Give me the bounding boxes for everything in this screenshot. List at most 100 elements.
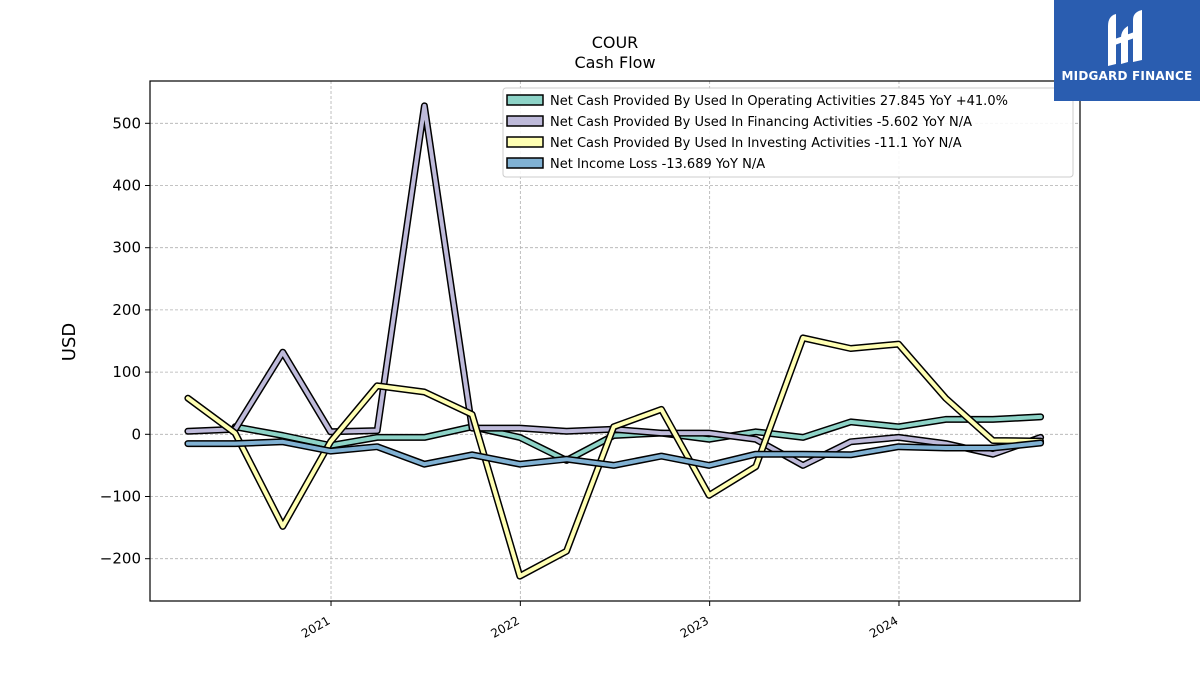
data-point — [186, 396, 190, 400]
data-point — [612, 425, 616, 429]
data-point — [281, 524, 285, 528]
data-point — [281, 434, 285, 438]
data-point — [565, 457, 569, 461]
data-point — [565, 429, 569, 433]
y-tick-label: 400 — [112, 176, 141, 194]
plot-frame — [149, 80, 1081, 602]
data-point — [896, 445, 900, 449]
data-point — [801, 463, 805, 467]
data-point — [612, 463, 616, 467]
data-point — [707, 431, 711, 435]
data-point — [329, 449, 333, 453]
chart-subtitle: Cash Flow — [574, 53, 655, 72]
legend: Net Cash Provided By Used In Operating A… — [502, 87, 1074, 178]
data-point — [422, 435, 426, 439]
data-point — [801, 452, 805, 456]
series-line-stroke — [185, 335, 1043, 579]
data-point — [754, 452, 758, 456]
data-point — [991, 439, 995, 443]
data-point — [849, 346, 853, 350]
midgard-logo-icon — [1108, 10, 1142, 66]
data-point — [470, 412, 474, 416]
data-point — [422, 390, 426, 394]
x-tick-label: 2022 — [488, 613, 521, 640]
legend-label: Net Income Loss -13.689 YoY N/A — [550, 157, 765, 172]
data-point — [991, 452, 995, 456]
data-point — [801, 336, 805, 340]
chart-title: COUR — [592, 33, 639, 52]
legend-label: Net Cash Provided By Used In Financing A… — [550, 115, 972, 130]
y-tick-label: −200 — [100, 550, 141, 568]
data-point — [375, 435, 379, 439]
data-point — [944, 446, 948, 450]
data-point — [375, 429, 379, 433]
data-point — [186, 429, 190, 433]
data-point — [896, 435, 900, 439]
data-point — [849, 453, 853, 457]
data-point — [518, 435, 522, 439]
y-tick-label: 0 — [131, 425, 141, 443]
legend-swatch — [506, 157, 544, 169]
axis-ticks: −200 −100 0 100 200 300 400 500 2021 2022 2023 2024 — [100, 114, 901, 641]
brand-name: MIDGARD FINANCE — [1061, 69, 1193, 83]
legend-label: Net Cash Provided By Used In Operating A… — [550, 94, 1008, 109]
data-point — [281, 440, 285, 444]
data-point — [1039, 415, 1043, 419]
data-point — [518, 426, 522, 430]
y-tick-label: −100 — [100, 488, 141, 506]
midgard-finance-logo: MIDGARD FINANCE — [1054, 0, 1200, 101]
data-point — [329, 430, 333, 434]
data-point — [707, 463, 711, 467]
y-tick-label: 300 — [112, 239, 141, 257]
x-tick-label: 2023 — [678, 613, 711, 640]
data-point — [422, 104, 426, 108]
legend-box — [502, 87, 1074, 178]
series-line — [184, 438, 1045, 469]
x-tick-label: 2024 — [867, 613, 900, 640]
data-point — [849, 420, 853, 424]
x-tick-label: 2021 — [299, 613, 332, 640]
data-point — [281, 350, 285, 354]
data-point — [896, 342, 900, 346]
data-point — [754, 465, 758, 469]
series-line-outline — [184, 334, 1045, 580]
series-line — [184, 334, 1045, 580]
legend-swatch — [506, 115, 544, 127]
data-point — [233, 431, 237, 435]
legend-swatch — [506, 94, 544, 106]
data-point — [659, 407, 663, 411]
data-series — [184, 102, 1045, 580]
data-point — [375, 445, 379, 449]
data-point — [944, 442, 948, 446]
data-point — [659, 454, 663, 458]
data-point — [991, 446, 995, 450]
data-point — [518, 574, 522, 578]
data-point — [896, 425, 900, 429]
y-tick-label: 100 — [112, 363, 141, 381]
y-tick-label: 200 — [112, 301, 141, 319]
data-point — [329, 440, 333, 444]
data-point — [754, 430, 758, 434]
data-point — [565, 549, 569, 553]
data-point — [801, 435, 805, 439]
data-point — [186, 442, 190, 446]
y-axis-label: USD — [59, 323, 80, 361]
data-point — [375, 384, 379, 388]
data-point — [470, 453, 474, 457]
data-point — [849, 440, 853, 444]
data-point — [754, 437, 758, 441]
data-point — [944, 396, 948, 400]
legend-label: Net Cash Provided By Used In Investing A… — [550, 136, 962, 151]
data-point — [659, 431, 663, 435]
data-point — [944, 417, 948, 421]
data-point — [233, 442, 237, 446]
data-point — [422, 462, 426, 466]
y-tick-label: 500 — [112, 114, 141, 132]
data-point — [707, 493, 711, 497]
data-point — [707, 437, 711, 441]
legend-swatch — [506, 136, 544, 148]
data-point — [991, 417, 995, 421]
data-point — [518, 462, 522, 466]
data-point — [1039, 441, 1043, 445]
